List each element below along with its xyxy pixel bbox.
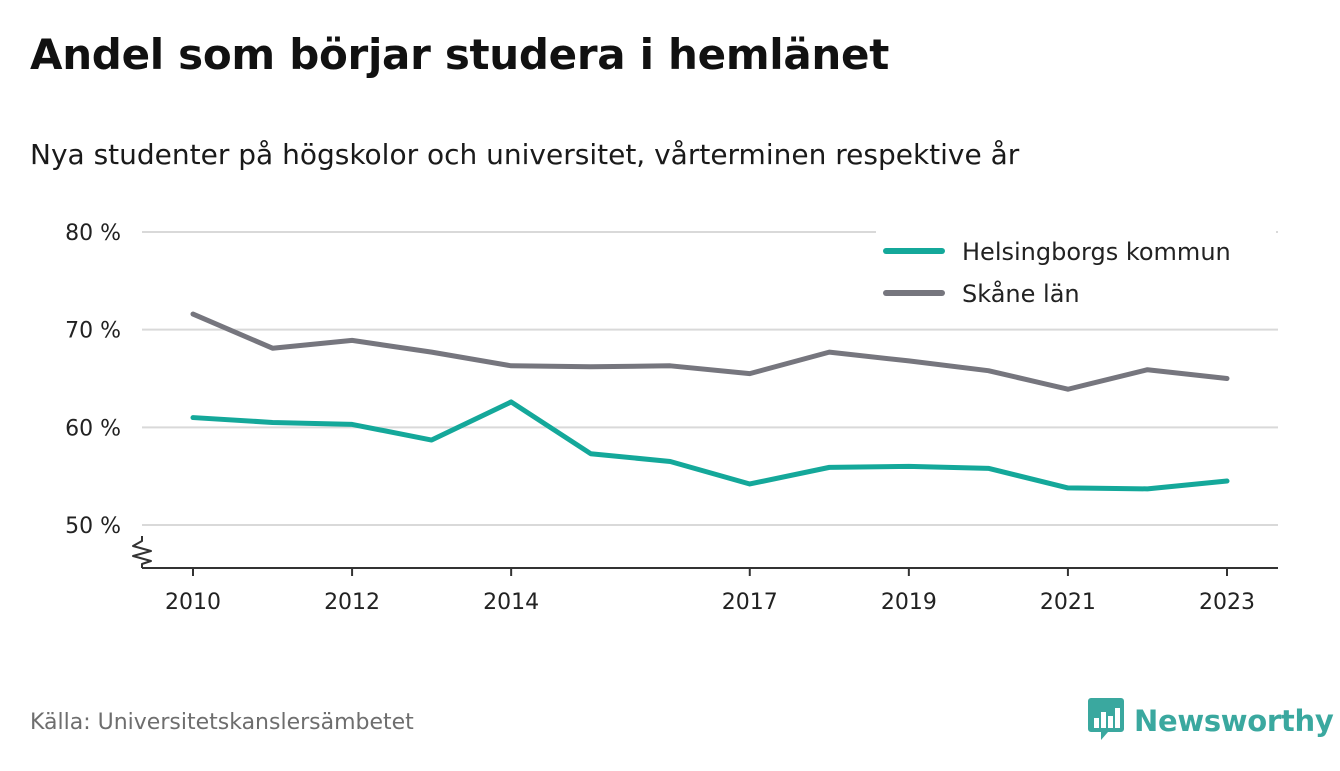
source-note: Källa: Universitetskanslersämbetet: [30, 710, 414, 735]
axes: 50 % 60 % 70 % 80 % 2010 2012 2014 2017 2019 2021…: [65, 221, 1278, 615]
legend-background: [876, 226, 1276, 322]
x-tick-label: 2021: [1040, 590, 1096, 615]
x-tick-label: 2019: [881, 590, 937, 615]
series-line-0: [190, 399, 1230, 492]
newsworthy-logo-icon: [1088, 698, 1124, 744]
y-tick-label: 60 %: [65, 416, 121, 441]
y-tick-label: 50 %: [65, 514, 121, 539]
series-line-1: [190, 311, 1230, 392]
legend-label: Skåne län: [962, 279, 1080, 308]
legend: Helsingborgs kommun Skåne län: [876, 226, 1276, 322]
x-tick-label: 2012: [324, 590, 380, 615]
x-tick-label: 2017: [722, 590, 778, 615]
axis-break-icon: [132, 536, 152, 568]
x-tick-label: 2023: [1199, 590, 1255, 615]
series-lines: [190, 311, 1230, 492]
y-tick-label: 70 %: [65, 319, 121, 344]
x-tick-label: 2010: [165, 590, 221, 615]
brand-logo[interactable]: Newsworthy: [1088, 698, 1334, 744]
brand-name: Newsworthy: [1134, 704, 1334, 738]
y-tick-label: 80 %: [65, 221, 121, 246]
x-tick-label: 2014: [483, 590, 539, 615]
chart-title: Andel som börjar studera i hemlänet: [30, 30, 889, 79]
legend-label: Helsingborgs kommun: [962, 238, 1231, 266]
chart-subtitle: Nya studenter på högskolor och universit…: [30, 138, 1020, 171]
